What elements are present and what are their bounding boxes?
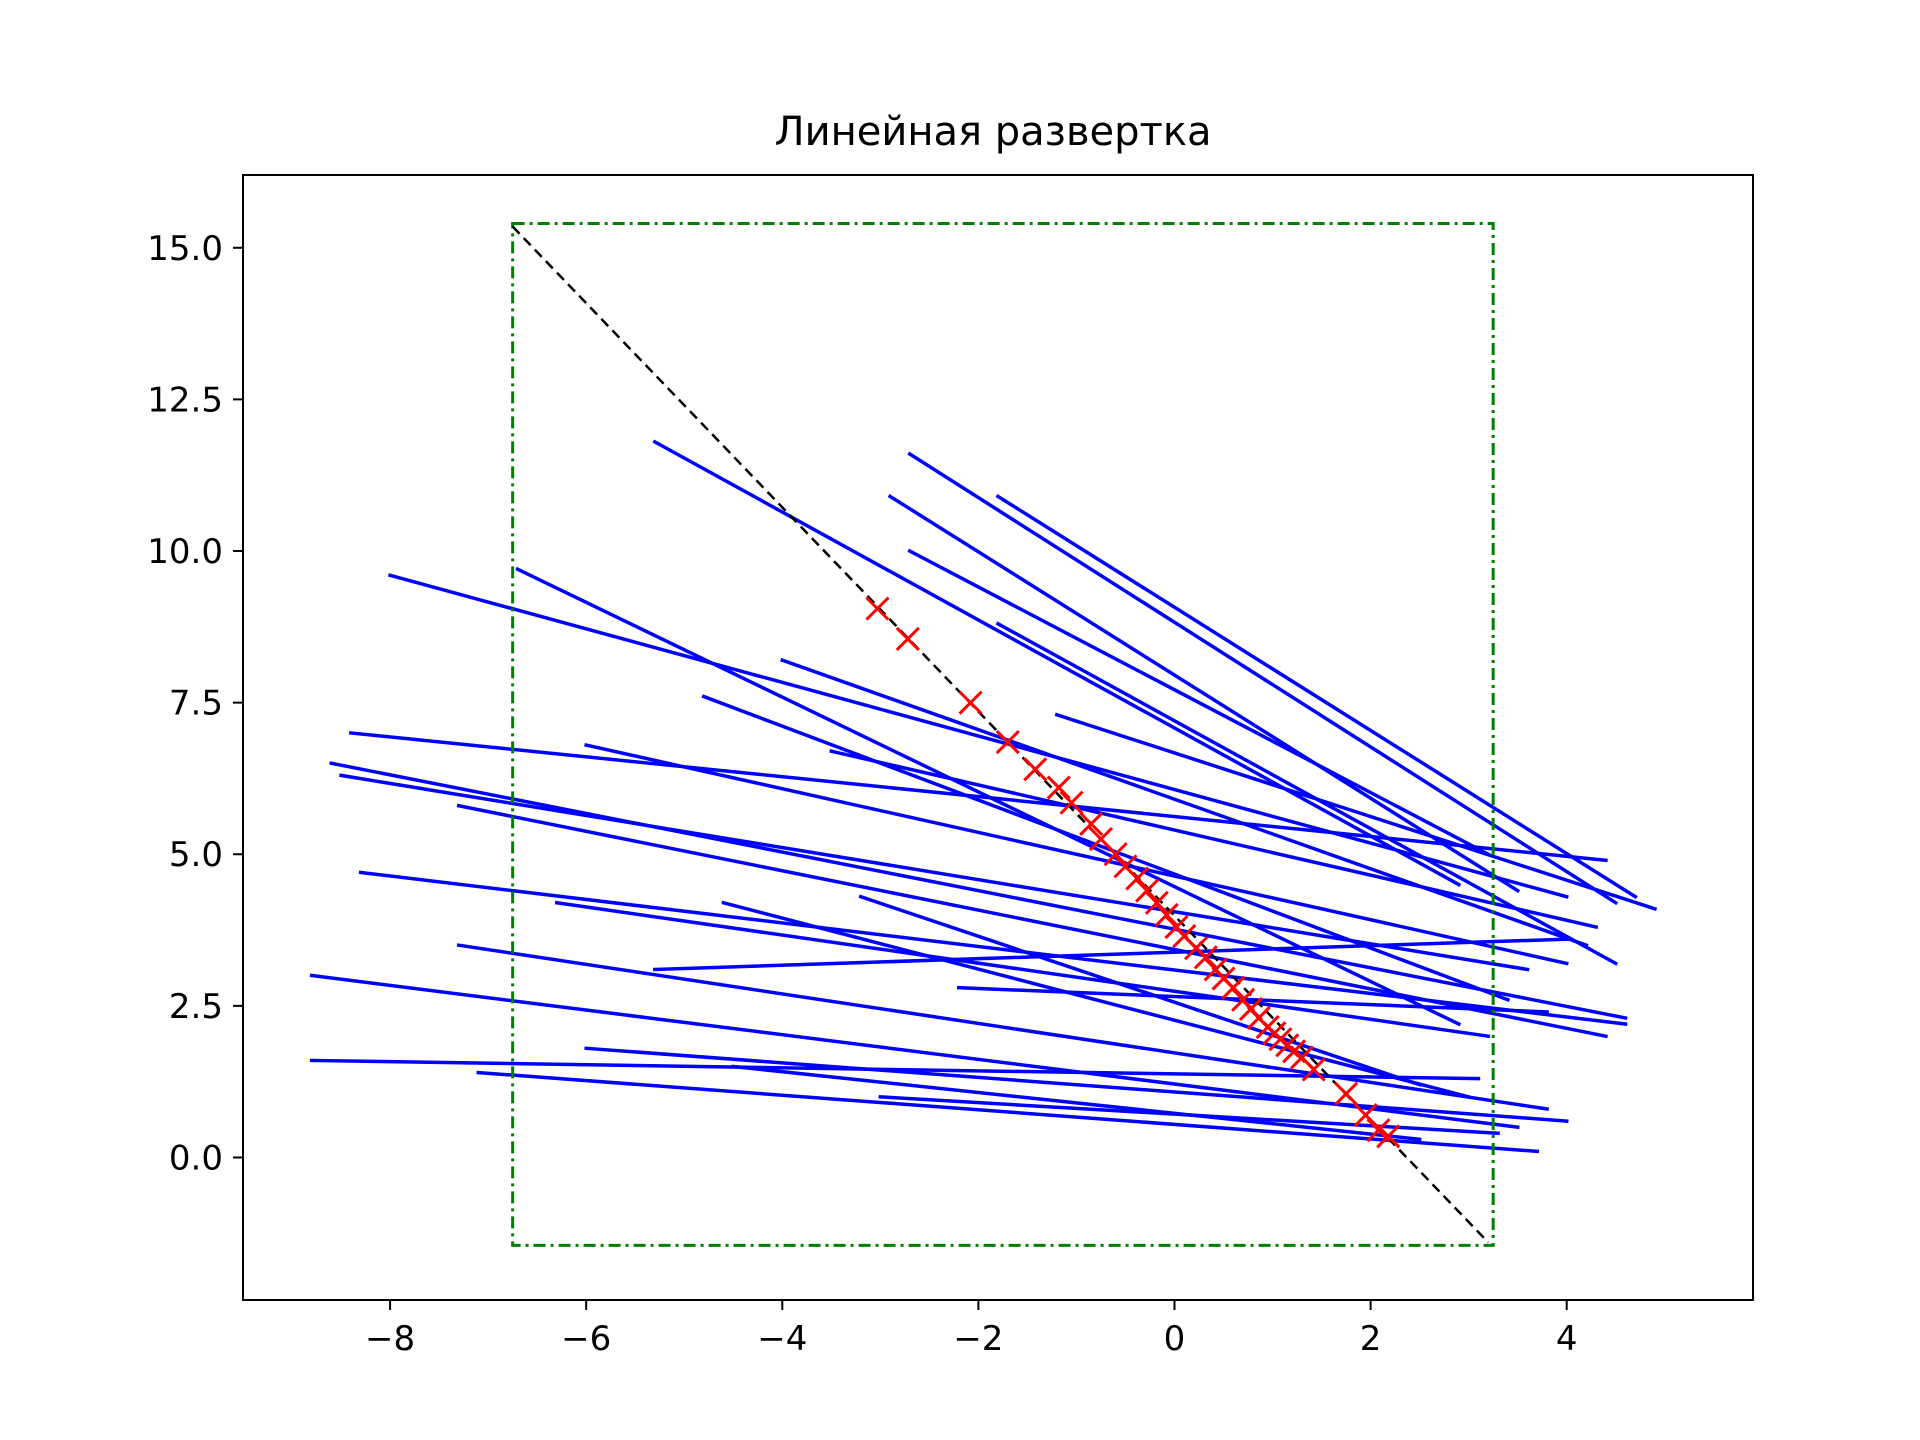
x-tick-label: 0 (1164, 1319, 1186, 1359)
segment-line (907, 548, 1491, 857)
segment-line (456, 943, 1550, 1111)
point-marker (1301, 1057, 1326, 1082)
x-tick-label: 4 (1556, 1319, 1578, 1359)
segment-line (878, 1094, 1500, 1136)
chart-title: Линейная развертка (775, 109, 1212, 155)
point-marker (1144, 890, 1169, 915)
bounding-box (511, 222, 1495, 1247)
segment-line (358, 870, 1628, 1027)
y-tick-label: 2.5 (169, 987, 223, 1027)
y-tick-label: 7.5 (169, 684, 223, 724)
y-tick-label: 10.0 (147, 532, 223, 572)
x-tick-label: −8 (365, 1319, 415, 1359)
point-marker (1079, 811, 1104, 836)
segment-line (584, 742, 1569, 966)
segment-line (887, 494, 1521, 894)
segment-line (554, 900, 1491, 1039)
point-marker (1221, 975, 1246, 1000)
segment-line (956, 985, 1549, 1014)
y-tick-label: 15.0 (147, 229, 223, 269)
segment-line (329, 761, 1628, 1021)
x-tick-label: −4 (757, 1319, 807, 1359)
segment-line (584, 1046, 1569, 1123)
x-tick-label: −6 (561, 1319, 611, 1359)
segment-line (476, 1070, 1540, 1154)
point-marker (1134, 878, 1160, 903)
point-marker (1334, 1081, 1359, 1106)
segment-line (858, 894, 1422, 1087)
segment-line (780, 657, 1589, 948)
y-tick-label: 5.0 (169, 835, 223, 875)
y-tick-label: 0.0 (169, 1138, 223, 1178)
point-marker (1376, 1124, 1401, 1149)
segment-line (387, 573, 1569, 899)
x-tick-label: 2 (1360, 1319, 1382, 1359)
segment-line (701, 694, 1511, 1003)
segment-line (995, 494, 1638, 900)
segment-line (995, 621, 1619, 966)
point-marker (995, 729, 1020, 755)
point-marker (1353, 1102, 1378, 1128)
x-tick-label: −2 (953, 1319, 1003, 1359)
axes-frame (242, 174, 1754, 1301)
segment-line (339, 773, 1530, 972)
point-marker (1023, 757, 1048, 782)
segment-line (652, 439, 1462, 887)
segment-line (731, 1064, 1422, 1142)
y-tick-label: 12.5 (147, 380, 223, 420)
point-marker (1154, 902, 1179, 927)
point-marker (865, 596, 890, 621)
point-marker (895, 626, 920, 652)
point-marker (1059, 790, 1084, 815)
point-marker (1125, 866, 1150, 891)
point-marker (1103, 842, 1128, 867)
segment-line (829, 749, 1599, 930)
segment-line (653, 937, 1569, 972)
segment-line (515, 566, 1462, 1027)
segment-line (907, 451, 1619, 906)
segment-line (721, 900, 1471, 1099)
plot-area (309, 222, 1658, 1247)
point-marker (1193, 945, 1218, 970)
point-marker (958, 690, 983, 715)
point-marker (1046, 775, 1071, 800)
segment-line (348, 731, 1608, 863)
segment-line (1054, 712, 1658, 912)
axis-ticks: −8 −6 −4 −2 0 2 4 0.0 2.5 5.0 7.5 10.0 12.5 15.0 (147, 229, 1577, 1359)
